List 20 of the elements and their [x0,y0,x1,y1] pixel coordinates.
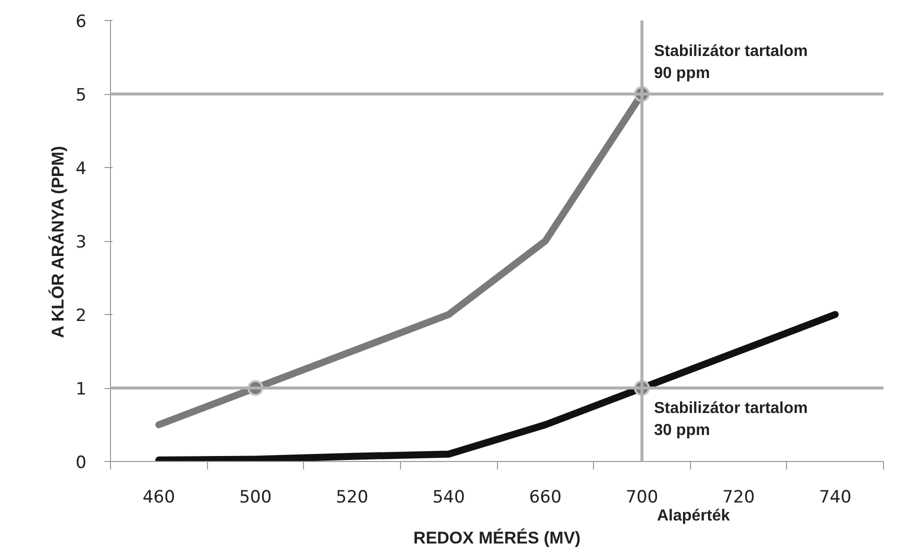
annotation: Stabilizátor tartalom 90 ppm [654,42,808,82]
y-tick-label: 0 [76,453,87,473]
x-tick-label: 520 [336,488,368,508]
x-tick-label: 700 [626,488,658,508]
x-tick-label: 540 [432,488,465,508]
text: Alapérték [656,508,730,524]
y-tick-label: 3 [76,232,87,252]
x-tick-label: 740 [818,488,852,508]
x-tick-label: 460 [142,488,176,508]
x-tick-label: 720 [722,488,755,508]
x-tick-label: 500 [239,488,272,508]
y-axis-title: A KLÓR ARÁNYA (PPM) [48,146,68,338]
y-tick-label: 4 [76,159,87,179]
y-tick-label: 5 [76,86,87,106]
x-axis-title: REDOX MÉRÉS (MV) [413,528,581,548]
y-tick-label: 1 [76,380,87,400]
annotation: Stabilizátor tartalom 30 ppm [654,400,808,440]
y-tick-label: 2 [76,306,87,326]
y-tick-label: 6 [76,12,87,32]
x-tick-label: 660 [529,488,562,508]
